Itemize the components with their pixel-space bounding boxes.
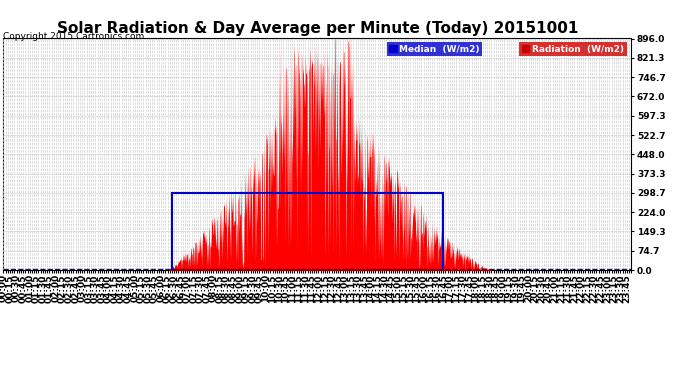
- Bar: [172, 193, 443, 270]
- Text: Copyright 2015 Cartronics.com: Copyright 2015 Cartronics.com: [3, 32, 145, 41]
- Title: Solar Radiation & Day Average per Minute (Today) 20151001: Solar Radiation & Day Average per Minute…: [57, 21, 578, 36]
- Legend: Radiation  (W/m2): Radiation (W/m2): [520, 42, 627, 56]
